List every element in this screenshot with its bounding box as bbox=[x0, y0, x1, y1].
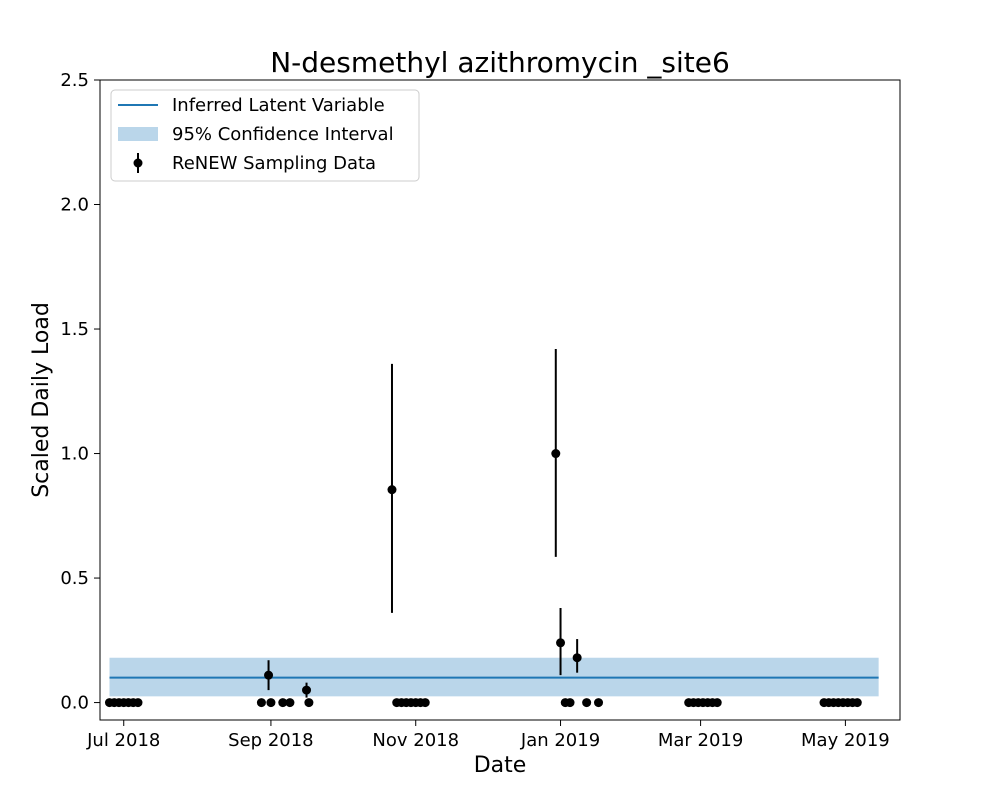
x-tick-label-5: May 2019 bbox=[801, 730, 890, 751]
data-point-28 bbox=[594, 698, 604, 708]
data-point-23 bbox=[556, 638, 566, 648]
x-tick-label-2: Nov 2018 bbox=[372, 730, 459, 751]
y-axis-label: Scaled Daily Load bbox=[29, 302, 54, 498]
data-points bbox=[104, 449, 862, 708]
y-tick-label-4: 2.0 bbox=[60, 195, 89, 216]
x-axis: Jul 2018 Sep 2018 Nov 2018 Jan 2019 Mar 2019… bbox=[86, 720, 890, 751]
y-tick-label-3: 1.5 bbox=[60, 319, 89, 340]
legend-label-latent: Inferred Latent Variable bbox=[172, 95, 385, 116]
chart-title: N-desmethyl azithromycin _site6 bbox=[270, 46, 730, 79]
legend-label-data: ReNEW Sampling Data bbox=[172, 153, 376, 174]
data-point-14 bbox=[387, 485, 397, 495]
y-tick-label-1: 0.5 bbox=[60, 568, 89, 589]
x-tick-label-3: Jan 2019 bbox=[520, 730, 600, 751]
y-axis: 0.0 0.5 1.0 1.5 2.0 2.5 bbox=[60, 70, 100, 714]
legend-label-band: 95% Confidence Interval bbox=[172, 124, 394, 145]
data-point-26 bbox=[572, 653, 582, 663]
data-point-22 bbox=[551, 449, 561, 459]
plot-frame bbox=[99, 79, 901, 721]
y-tick-label-2: 1.0 bbox=[60, 444, 89, 465]
data-point-21 bbox=[420, 698, 430, 708]
y-tick-label-0: 0.0 bbox=[60, 693, 89, 714]
data-point-6 bbox=[133, 698, 143, 708]
legend-swatch-band bbox=[118, 127, 158, 141]
data-point-25 bbox=[565, 698, 575, 708]
data-point-11 bbox=[285, 698, 295, 708]
legend-box bbox=[110, 89, 420, 182]
x-tick-label-4: Mar 2019 bbox=[658, 730, 744, 751]
legend-swatch-point bbox=[133, 158, 143, 168]
plot-area bbox=[99, 79, 901, 721]
data-point-12 bbox=[302, 685, 312, 695]
data-point-9 bbox=[266, 698, 276, 708]
data-point-43 bbox=[852, 698, 862, 708]
data-point-35 bbox=[712, 698, 722, 708]
x-axis-label: Date bbox=[474, 753, 527, 778]
legend: Inferred Latent Variable 95% Confidence … bbox=[110, 89, 420, 182]
data-point-8 bbox=[264, 670, 274, 680]
data-point-13 bbox=[304, 698, 314, 708]
y-tick-label-5: 2.5 bbox=[60, 70, 89, 91]
data-point-7 bbox=[256, 698, 266, 708]
data-point-10 bbox=[278, 698, 288, 708]
x-tick-label-1: Sep 2018 bbox=[228, 730, 313, 751]
x-tick-label-0: Jul 2018 bbox=[86, 730, 160, 751]
data-point-27 bbox=[582, 698, 592, 708]
